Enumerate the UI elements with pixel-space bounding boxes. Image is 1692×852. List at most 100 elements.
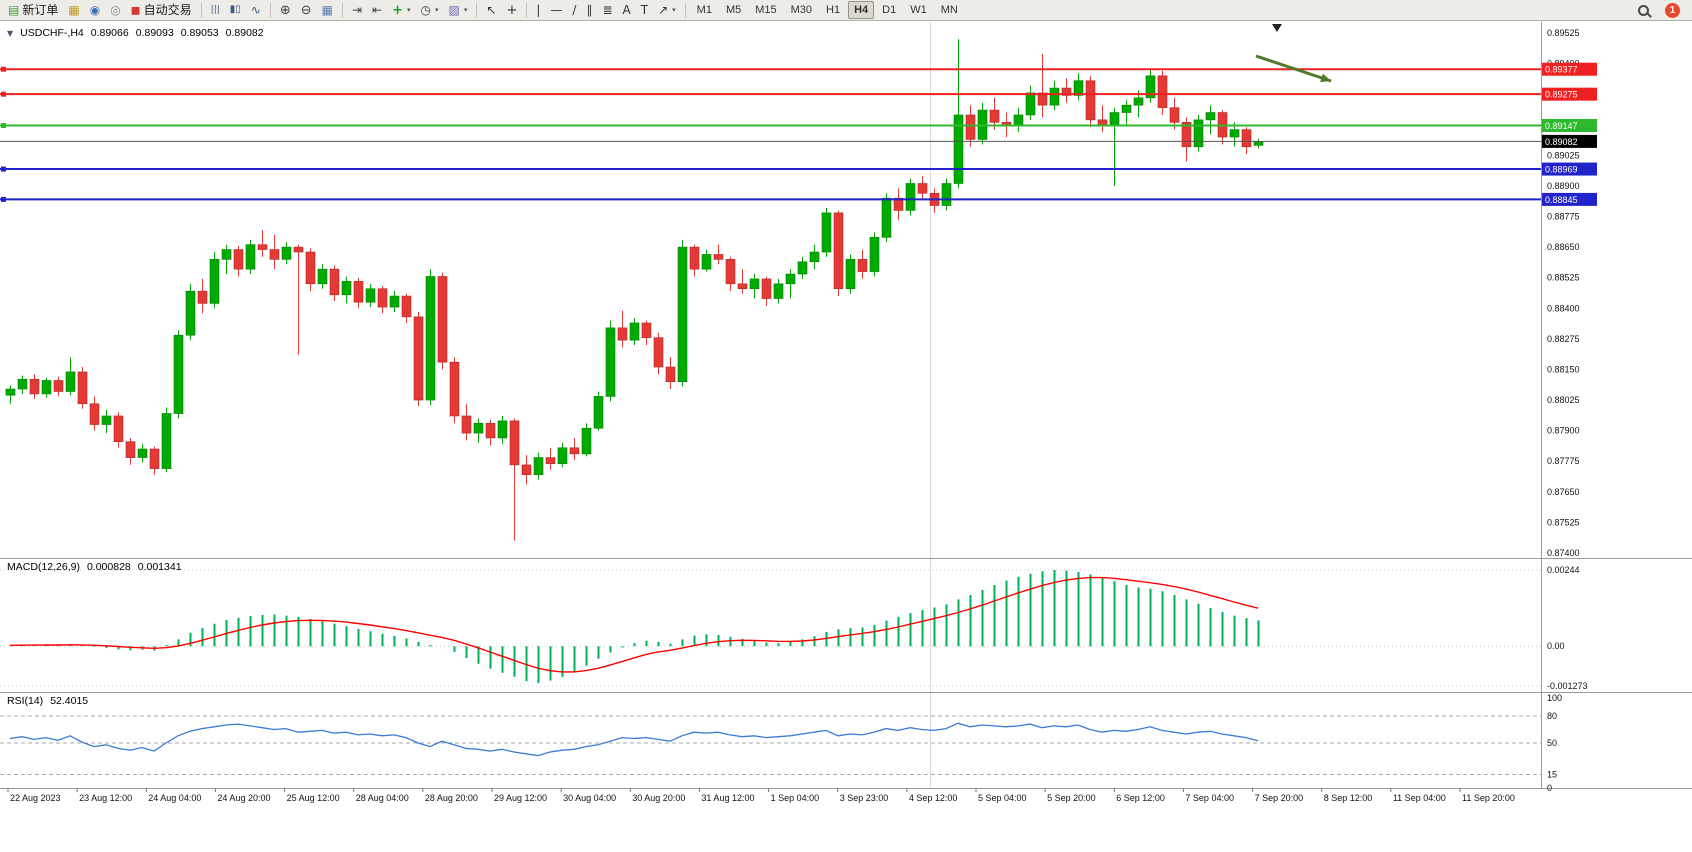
new-order-icon: ▤ [8, 3, 20, 17]
autotrading-button-label: 自动交易 [143, 3, 192, 17]
svg-text:11 Sep 04:00: 11 Sep 04:00 [1393, 793, 1446, 803]
periods-button[interactable]: ◷ ▾ [417, 3, 443, 17]
crosshair-button[interactable]: + [502, 3, 521, 18]
chart-ohlc-header: ▼ USDCHF-,H4 0.89066 0.89093 0.89053 0.8… [7, 27, 264, 39]
templates-button[interactable]: ▨ ▾ [445, 3, 472, 17]
text-button[interactable]: A [619, 3, 635, 17]
dropdown-caret-icon: ▾ [463, 5, 468, 14]
svg-text:30 Aug 20:00: 30 Aug 20:00 [632, 793, 685, 803]
toolbar-right: 1 [1634, 2, 1688, 18]
trend-arrow-annotation[interactable] [1255, 54, 1332, 83]
current-price-box [1542, 134, 1597, 148]
notification-badge[interactable]: 1 [1665, 2, 1680, 18]
macd-label: MACD(12,26,9) [7, 561, 80, 573]
dropdown-caret-icon: ▾ [435, 5, 439, 14]
new-order-button[interactable]: ▤ 新订单 [4, 3, 62, 17]
timeframe-m15-button[interactable]: M15 [755, 4, 777, 16]
timeframe-m30-button[interactable]: M30 [790, 4, 813, 16]
chart-shift-marker[interactable] [1272, 24, 1282, 32]
timeframe-mn-button[interactable]: MN [940, 4, 958, 16]
horizontal-line-button[interactable]: — [546, 3, 566, 17]
svg-text:15: 15 [1547, 770, 1557, 780]
svg-text:0.88900: 0.88900 [1547, 181, 1580, 191]
svg-text:25 Aug 12:00: 25 Aug 12:00 [287, 793, 340, 803]
rsi-panel: 100 80 50 15 0 [0, 693, 1562, 793]
svg-text:8 Sep 12:00: 8 Sep 12:00 [1324, 793, 1373, 803]
svg-text:0.89377: 0.89377 [1545, 65, 1578, 75]
trendline-button[interactable]: / [568, 3, 580, 17]
bar-chart-button[interactable]: ||| [207, 5, 224, 16]
zoom-in-icon: ⊕ [279, 2, 291, 18]
chart-window-icon: ▦ [68, 3, 80, 17]
chart-shift-icon: ⇤ [372, 3, 383, 17]
arrows-button[interactable]: ↗ ▾ [654, 3, 680, 17]
toolbar-separator [200, 2, 202, 18]
zoom-in-button[interactable]: ⊕ [276, 3, 295, 18]
timeframe-h1-button[interactable]: H1 [826, 4, 841, 16]
fibonacci-button[interactable]: ≣ [598, 3, 616, 17]
svg-text:5 Sep 20:00: 5 Sep 20:00 [1047, 793, 1096, 803]
svg-text:1 Sep 04:00: 1 Sep 04:00 [771, 793, 820, 803]
timeframe-d1-button[interactable]: D1 [882, 4, 897, 16]
svg-text:29 Aug 12:00: 29 Aug 12:00 [494, 793, 547, 803]
fibonacci-icon: ≣ [602, 3, 613, 17]
channel-button[interactable]: ∥ [582, 3, 596, 17]
svg-text:0.87400: 0.87400 [1547, 548, 1580, 558]
candles-layer [5, 39, 1264, 541]
chart-collapse-icon[interactable]: ▼ [7, 28, 14, 38]
svg-text:4 Sep 12:00: 4 Sep 12:00 [909, 793, 958, 803]
svg-text:0.88400: 0.88400 [1547, 303, 1580, 313]
svg-text:28 Aug 20:00: 28 Aug 20:00 [425, 793, 478, 803]
svg-text:0.00: 0.00 [1547, 641, 1565, 651]
refresh-button[interactable]: ◎ [106, 3, 124, 17]
indicators-button[interactable]: + ▾ [388, 3, 414, 18]
toolbar-separator [269, 2, 271, 18]
timeframe-w1-button[interactable]: W1 [910, 4, 927, 16]
svg-text:31 Aug 12:00: 31 Aug 12:00 [701, 793, 754, 803]
svg-text:0.88650: 0.88650 [1547, 242, 1580, 252]
toolbar-separator [342, 2, 343, 18]
text-icon: A [622, 3, 631, 17]
line-chart-button[interactable]: ∿ [247, 3, 265, 17]
clock-icon: ◷ [420, 3, 432, 17]
pivot-line-handle [1, 122, 6, 128]
chart-shift-button[interactable]: ⇤ [368, 3, 386, 17]
macd-signal-line [9, 576, 1259, 673]
new-order-button-label: 新订单 [22, 3, 59, 17]
vertical-line-button[interactable]: | [532, 3, 544, 17]
candlestick-chart-button[interactable]: ▮▯ [226, 4, 245, 16]
timeframe-h4-button[interactable]: H4 [848, 1, 875, 19]
svg-text:3 Sep 23:00: 3 Sep 23:00 [840, 793, 889, 803]
svg-text:24 Aug 20:00: 24 Aug 20:00 [217, 793, 270, 803]
auto-scroll-button[interactable]: ⇥ [348, 3, 366, 17]
toolbar-separator [476, 2, 478, 18]
timeframe-m5-button[interactable]: M5 [725, 4, 742, 16]
autotrading-icon: ◼ [130, 3, 141, 17]
svg-text:24 Aug 04:00: 24 Aug 04:00 [148, 793, 201, 803]
community-icon: ◉ [89, 3, 101, 17]
cursor-button[interactable]: ↖ [482, 3, 500, 17]
tile-windows-button[interactable]: ▦ [318, 3, 337, 17]
rsi-line [9, 722, 1259, 757]
autotrading-button[interactable]: ◼ 自动交易 [127, 3, 196, 17]
community-button[interactable]: ◉ [86, 3, 104, 17]
svg-text:11 Sep 20:00: 11 Sep 20:00 [1462, 793, 1515, 803]
svg-text:80: 80 [1547, 711, 1557, 721]
chart-window-button[interactable]: ▦ [64, 3, 83, 17]
search-icon [1638, 4, 1649, 16]
level-lines[interactable] [0, 66, 1541, 202]
svg-text:22 Aug 2023: 22 Aug 2023 [10, 793, 61, 803]
trendline-icon: / [572, 3, 577, 17]
timeframe-m1-button[interactable]: M1 [696, 4, 712, 16]
templates-icon: ▨ [448, 3, 460, 17]
support-line-1-handle [1, 166, 6, 172]
zoom-out-button[interactable]: ⊖ [297, 3, 316, 18]
high-value: 0.89093 [135, 27, 174, 39]
text-label-button[interactable]: T [637, 3, 652, 17]
search-button[interactable] [1634, 4, 1653, 17]
svg-text:0.87525: 0.87525 [1547, 517, 1580, 527]
svg-text:50: 50 [1547, 738, 1557, 748]
support-line-1-price-box [1542, 162, 1597, 176]
horizontal-line-icon: — [550, 3, 563, 17]
